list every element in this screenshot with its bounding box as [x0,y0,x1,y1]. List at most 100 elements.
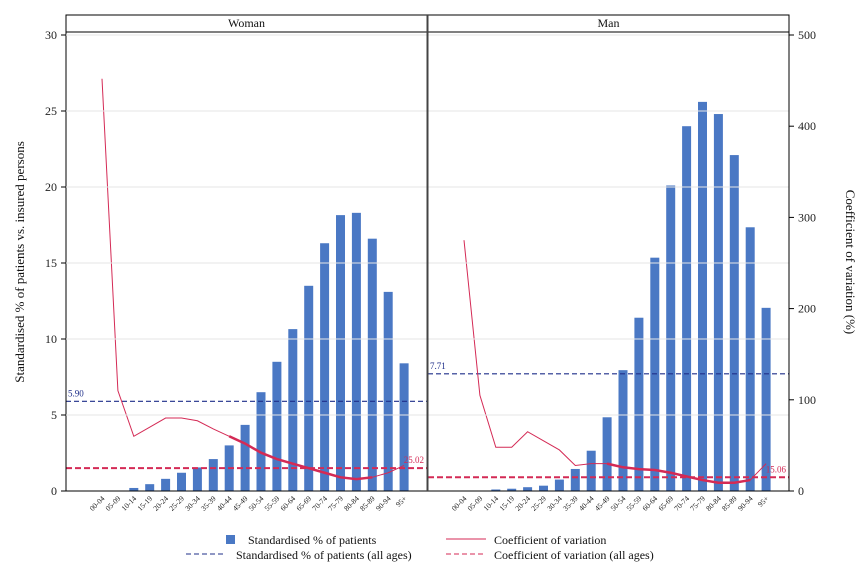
x-tick-label: 65-69 [294,494,313,513]
right-tick-label: 300 [798,210,816,224]
x-tick-label: 25-29 [167,494,186,513]
right-tick-label: 500 [798,28,816,42]
x-tick-label: 90-94 [736,494,755,513]
bar [713,114,723,491]
bar [602,417,612,491]
right-tick-label: 100 [798,393,816,407]
x-tick-label: 40-44 [215,494,234,513]
x-tick-label: 25-29 [529,494,548,513]
x-tick-label: 45-49 [231,494,250,513]
x-tick-label: 95+ [756,494,771,509]
bar [539,485,548,491]
right-tick-label: 400 [798,119,816,133]
panel-woman: Woman 5.90 25.02 00-0405-0910-1415-1920-242… [65,14,428,513]
left-tick-label: 10 [45,332,57,346]
x-tick-label: 75-79 [688,494,707,513]
bar [554,479,564,491]
x-tick-label: 15-19 [135,494,154,513]
bar [320,243,330,491]
bar [570,468,580,491]
x-tick-label: 85-89 [720,494,739,513]
panel-title: Woman [228,16,265,30]
legend-label-std-ref: Standardised % of patients (all ages) [236,548,412,562]
bar [507,488,517,491]
bar [399,363,409,491]
x-tick-label: 50-54 [247,494,266,513]
cv-ref-label: 15.06 [766,464,787,474]
left-tick-label: 0 [51,484,57,498]
bar [240,424,250,491]
left-axis-title: Standardised % of patients vs. insured p… [12,141,27,383]
bar [208,459,218,491]
panel-man: Man 7.71 15.06 00-0405-0910-1415-1920-2425-… [427,14,790,513]
bar [256,392,266,491]
x-tick-label: 55-59 [263,494,282,513]
x-tick-label: 40-44 [577,494,596,513]
left-tick-label: 5 [51,408,57,422]
x-tick-label: 35-39 [199,494,218,513]
left-tick-label: 30 [45,28,57,42]
x-tick-label: 75-79 [326,494,345,513]
x-tick-label: 20-24 [513,494,532,513]
bar [304,285,314,491]
x-tick-label: 30-34 [545,494,564,513]
x-tick-label: 30-34 [183,494,202,513]
bar [145,484,155,491]
bar [336,215,345,491]
x-tick-label: 80-84 [704,494,723,513]
x-tick-label: 05-09 [104,494,123,513]
bar [351,212,361,491]
bar [698,101,707,491]
legend-label-bars: Standardised % of patients [248,533,377,547]
std-ref-label: 7.71 [430,361,446,371]
bar [192,467,202,491]
right-axis-title: Coefficient of variation (%) [843,190,858,335]
legend-label-cv-ref: Coefficient of variation (all ages) [494,548,654,562]
bar [666,185,676,492]
bar [177,472,186,491]
left-tick-label: 15 [45,256,57,270]
x-tick-label: 50-54 [609,494,628,513]
x-tick-label: 95+ [394,494,409,509]
bar [761,307,771,491]
panel-title: Man [598,16,620,30]
x-tick-label: 70-74 [672,494,691,513]
cv-ref-label: 25.02 [404,455,424,465]
x-tick-label: 85-89 [358,494,377,513]
x-tick-label: 20-24 [151,494,170,513]
legend-label-cv: Coefficient of variation [494,533,606,547]
bar [523,487,533,491]
bar [682,126,692,491]
x-tick-label: 45-49 [593,494,612,513]
bar [367,238,377,491]
left-tick-label: 25 [45,104,57,118]
x-tick-label: 10-14 [119,494,138,513]
bar [288,329,298,491]
x-tick-label: 80-84 [342,494,361,513]
bar [272,361,282,491]
bar [383,291,393,491]
x-tick-label: 05-09 [466,494,485,513]
bar [161,478,171,491]
left-tick-label: 20 [45,180,57,194]
bar [618,370,628,491]
legend-swatch-bars [226,535,235,544]
bar [729,155,739,491]
bar [491,489,501,491]
x-tick-label: 35-39 [561,494,580,513]
x-tick-label: 00-04 [450,494,469,513]
cv-line-emphasis [228,435,373,481]
cv-line-emphasis [606,462,751,485]
x-tick-label: 90-94 [374,494,393,513]
x-tick-label: 15-19 [497,494,516,513]
bar [129,487,139,491]
legend: Standardised % of patients Coefficient o… [186,533,654,562]
x-tick-label: 65-69 [656,494,675,513]
bar [634,317,644,491]
bar [745,227,755,491]
x-tick-label: 10-14 [481,494,500,513]
std-ref-label: 5.90 [68,388,84,398]
right-tick-label: 200 [798,302,816,316]
bar [586,450,596,491]
